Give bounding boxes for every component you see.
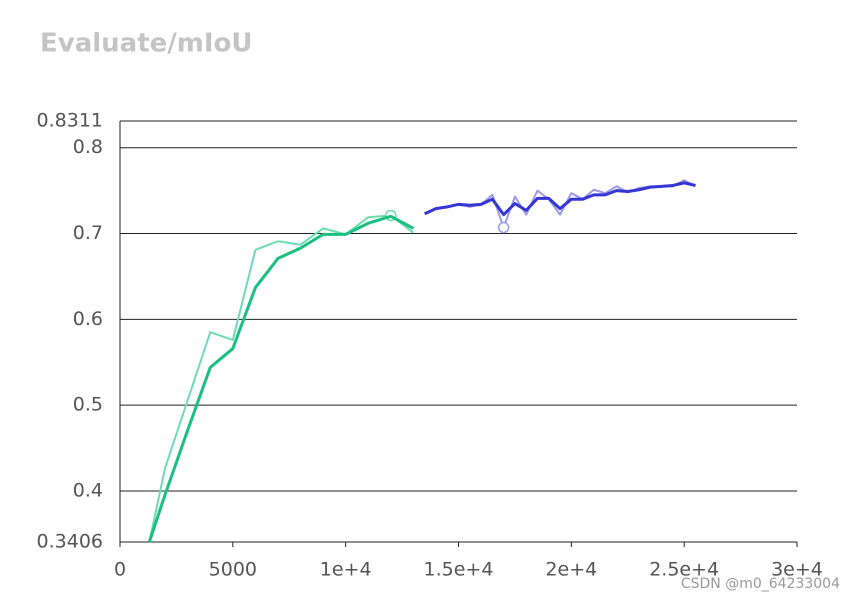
- x-tick-label: 5000: [209, 559, 257, 581]
- x-tick-label: 1.5e+4: [424, 559, 494, 581]
- line-series: [148, 214, 414, 543]
- y-tick-label: 0.8311: [37, 110, 103, 132]
- line-series: [424, 181, 696, 217]
- y-tick-label: 0.4: [73, 480, 103, 502]
- y-tick-label: 0.6: [73, 308, 103, 330]
- line-series: [147, 214, 415, 543]
- y-tick-label: 0.7: [73, 222, 103, 244]
- x-tick-label: 2e+4: [545, 559, 597, 581]
- x-tick-label: 3e+4: [771, 559, 823, 581]
- y-tick-label: 0.8: [73, 136, 103, 158]
- x-tick-label: 2.5e+4: [649, 559, 719, 581]
- chart-title: Evaluate/mIoU: [40, 29, 253, 59]
- highlight-point: [497, 221, 510, 234]
- y-tick-label: 0.5: [73, 394, 103, 416]
- x-tick-label: 0: [114, 559, 126, 581]
- x-tick-label: 1e+4: [320, 559, 372, 581]
- watermark: CSDN @m0_64233004: [681, 576, 840, 592]
- y-tick-label: 0.3406: [37, 531, 103, 553]
